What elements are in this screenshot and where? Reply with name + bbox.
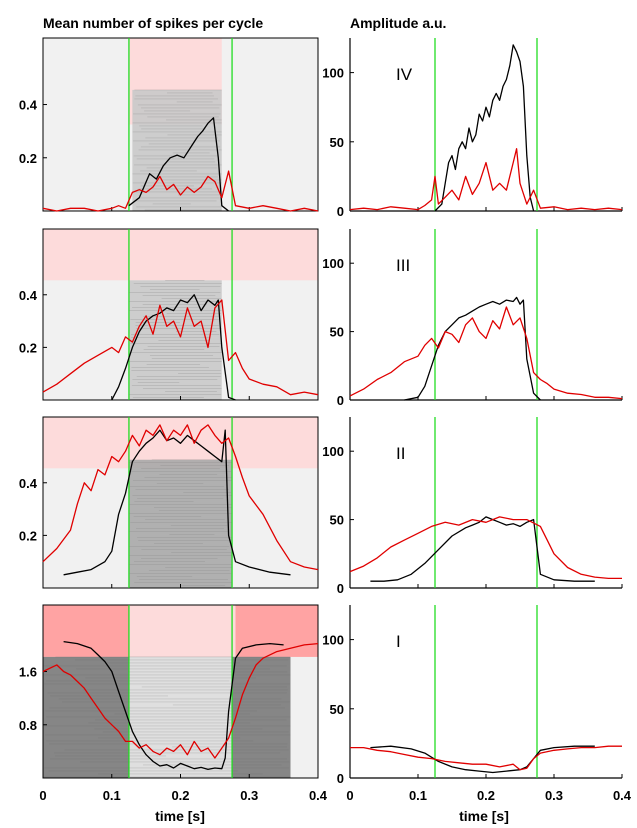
y-tick-label: 0.8: [19, 718, 37, 733]
condition-label: III: [396, 256, 410, 275]
y-tick-label: 0.4: [19, 288, 38, 303]
y-tick-label: 0.4: [19, 476, 38, 491]
raster-spike-density: [128, 459, 233, 588]
red-series-line: [42, 170, 319, 212]
raster-red-band: [43, 229, 318, 281]
red-series-line: [42, 642, 319, 759]
x-tick-label: 0.3: [240, 788, 258, 803]
red-series-line: [42, 424, 319, 571]
y-tick-label: 0.2: [19, 528, 37, 543]
y-tick-label: 50: [330, 702, 344, 717]
y-tick-label: 0.4: [19, 98, 38, 113]
red-series-line: [349, 148, 623, 211]
panel-left-row-2: 0.2 0.4: [19, 228, 319, 401]
y-tick-label: 100: [322, 256, 344, 271]
y-tick-label: 50: [330, 135, 344, 150]
red-series-line: [349, 306, 623, 400]
condition-label: IV: [396, 65, 413, 84]
x-tick-label: 0.1: [103, 788, 121, 803]
y-tick-label: 1.6: [19, 665, 37, 680]
red-series-line: [349, 516, 622, 580]
left-x-axis-label: time [s]: [155, 808, 205, 824]
x-tick-label: 0.4: [309, 788, 328, 803]
panel-right-row-4: 0 50 100 0 0.1 0.2 0.3 0.4 I: [322, 605, 632, 803]
y-tick-label: 100: [322, 444, 344, 459]
black-series-line: [434, 44, 535, 212]
y-tick-label: 0: [337, 393, 344, 408]
left-column-title: Mean number of spikes per cycle: [43, 15, 263, 31]
black-series-line: [370, 745, 595, 774]
y-tick-label: 50: [330, 513, 344, 528]
panel-left-row-1: 0.2 0.4: [19, 37, 319, 212]
black-series-line: [63, 640, 284, 771]
black-series-line: [111, 294, 236, 401]
y-tick-label: 0: [337, 204, 344, 219]
y-tick-label: 0: [337, 771, 344, 786]
y-tick-label: 100: [322, 66, 344, 81]
right-x-axis-label: time [s]: [459, 808, 509, 824]
raster-red-band: [43, 605, 129, 657]
red-series-line: [42, 299, 319, 396]
y-tick-label: 50: [330, 325, 344, 340]
y-tick-label: 0.2: [19, 340, 37, 355]
panel-right-row-1: 0 50 100 IV: [322, 38, 623, 219]
black-series-line: [370, 516, 595, 582]
condition-label: II: [396, 444, 405, 463]
panel-right-row-3: 0 50 100 II: [322, 417, 623, 596]
y-tick-label: 0: [337, 581, 344, 596]
raster-red-band: [235, 605, 318, 657]
y-tick-label: 0.2: [19, 151, 37, 166]
red-series-line: [350, 745, 622, 771]
x-tick-label: 0: [39, 788, 46, 803]
black-series-line: [63, 429, 291, 576]
y-tick-label: 100: [322, 633, 344, 648]
right-column-title: Amplitude a.u.: [350, 15, 446, 31]
condition-label: I: [396, 632, 401, 651]
panel-right-row-2: 0 50 100 III: [322, 229, 623, 408]
x-tick-label: 0.3: [545, 788, 563, 803]
panel-left-row-3: 0.2 0.4: [19, 416, 319, 589]
black-series-line: [128, 117, 229, 212]
black-series-line: [404, 296, 541, 401]
x-tick-label: 0.2: [477, 788, 495, 803]
x-tick-label: 0: [346, 788, 353, 803]
x-tick-label: 0.4: [613, 788, 632, 803]
panel-left-row-4: 0.8 1.6 0 0.1 0.2 0.3 0.4: [19, 604, 328, 803]
x-tick-label: 0.1: [409, 788, 427, 803]
x-tick-label: 0.2: [171, 788, 189, 803]
panels: 0.2 0.4 0.2 0.4 0.2 0.4 0.8 1.6 0 0.1 0.2 0.3 0.4 0 50…: [19, 37, 632, 803]
